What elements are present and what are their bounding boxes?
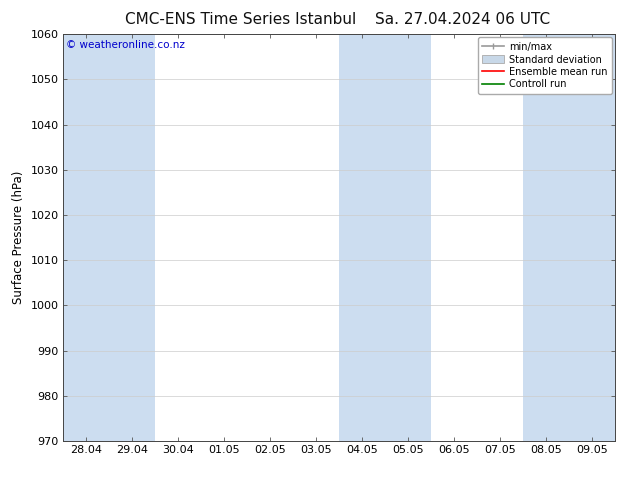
Bar — [339, 34, 385, 441]
Legend: min/max, Standard deviation, Ensemble mean run, Controll run: min/max, Standard deviation, Ensemble me… — [477, 37, 612, 94]
Bar — [110, 34, 155, 441]
Bar — [569, 34, 615, 441]
Text: © weatheronline.co.nz: © weatheronline.co.nz — [66, 40, 185, 50]
Bar — [523, 34, 569, 441]
Text: CMC-ENS Time Series Istanbul: CMC-ENS Time Series Istanbul — [126, 12, 356, 27]
Bar — [385, 34, 431, 441]
Bar — [63, 34, 110, 441]
Text: Sa. 27.04.2024 06 UTC: Sa. 27.04.2024 06 UTC — [375, 12, 550, 27]
Y-axis label: Surface Pressure (hPa): Surface Pressure (hPa) — [12, 171, 25, 304]
